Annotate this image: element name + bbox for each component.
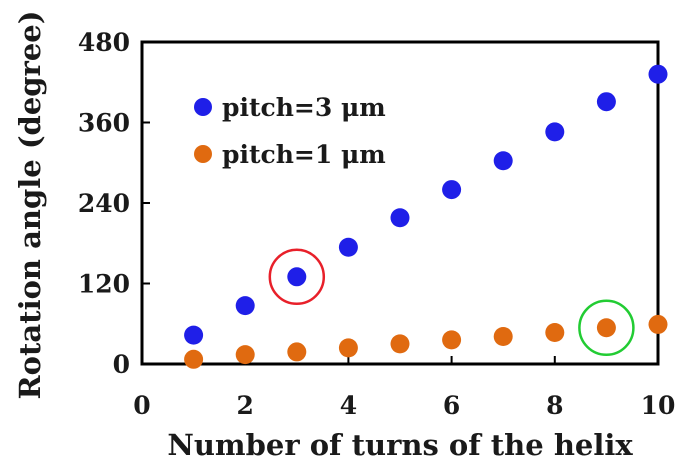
data-point-series-0 bbox=[338, 237, 358, 257]
legend: pitch=3 μm pitch=1 μm bbox=[194, 93, 386, 169]
data-point-series-0 bbox=[648, 64, 668, 84]
x-tick-label: 0 bbox=[133, 391, 150, 420]
data-point-series-0 bbox=[493, 151, 513, 171]
x-tick-label: 6 bbox=[443, 391, 460, 420]
data-point-series-0 bbox=[390, 208, 410, 228]
y-tick-label: 240 bbox=[78, 189, 130, 218]
data-point-series-1 bbox=[287, 342, 307, 362]
x-tick-label: 2 bbox=[236, 391, 253, 420]
x-axis-title: Number of turns of the helix bbox=[167, 428, 633, 462]
data-point-series-1 bbox=[235, 345, 255, 365]
data-point-series-1 bbox=[545, 322, 565, 342]
data-point-series-0 bbox=[442, 180, 462, 200]
legend-label-pitch-1: pitch=1 μm bbox=[222, 140, 386, 169]
data-point-series-0 bbox=[235, 296, 255, 316]
y-tick-label: 120 bbox=[78, 270, 130, 299]
data-point-series-1 bbox=[442, 330, 462, 350]
data-point-series-0 bbox=[184, 325, 204, 345]
data-point-series-1 bbox=[493, 326, 513, 346]
data-points bbox=[184, 64, 668, 369]
y-tick-label: 0 bbox=[113, 350, 130, 379]
x-tick-label: 4 bbox=[340, 391, 357, 420]
data-point-series-1 bbox=[596, 318, 616, 338]
x-tick-label: 8 bbox=[546, 391, 563, 420]
data-point-series-0 bbox=[287, 267, 307, 287]
data-point-series-1 bbox=[184, 349, 204, 369]
x-axis-ticks: 0 2 4 6 8 10 bbox=[133, 356, 675, 420]
annotation-circle bbox=[268, 248, 326, 306]
data-point-series-1 bbox=[390, 334, 410, 354]
y-tick-label: 360 bbox=[78, 109, 130, 138]
y-axis-title: Rotation angle (degree) bbox=[13, 11, 47, 400]
data-point-series-1 bbox=[338, 338, 358, 358]
y-tick-label: 480 bbox=[78, 28, 130, 57]
y-axis-ticks: 0 120 240 360 480 bbox=[78, 28, 150, 379]
data-point-series-0 bbox=[596, 92, 616, 112]
legend-label-pitch-3: pitch=3 μm bbox=[222, 93, 386, 122]
annotation-circle bbox=[578, 299, 635, 357]
annotation-circles bbox=[268, 248, 635, 357]
x-tick-label: 10 bbox=[641, 391, 676, 420]
plot-frame bbox=[140, 40, 660, 366]
legend-marker-pitch-3 bbox=[194, 98, 212, 116]
legend-marker-pitch-1 bbox=[194, 145, 212, 163]
data-point-series-1 bbox=[648, 314, 668, 334]
data-point-series-0 bbox=[545, 122, 565, 142]
